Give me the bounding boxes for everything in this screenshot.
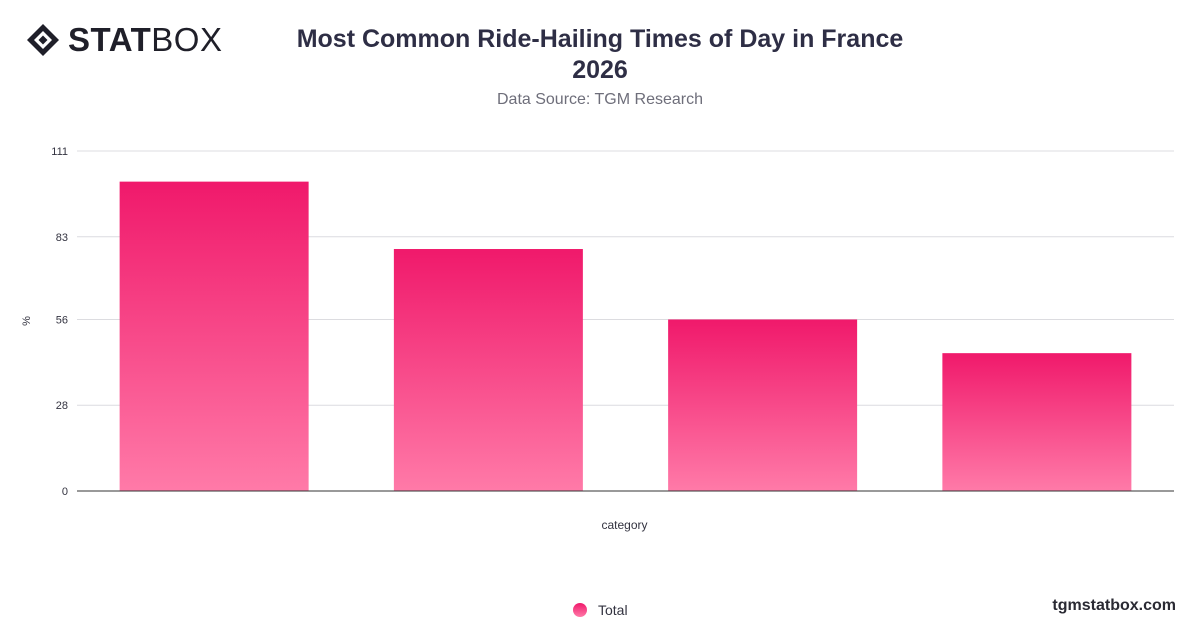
diamond-logo-icon [27,24,59,56]
y-tick-label: 0 [62,486,68,498]
x-axis-title: category [601,518,647,532]
bars [119,181,1132,492]
chart-title-line1: Most Common Ride-Hailing Times of Day in… [296,25,904,53]
website-watermark: tgmstatbox.com [1052,597,1176,614]
bar [668,319,858,491]
y-tick-label: 56 [56,314,68,326]
legend-swatch-total [573,603,587,617]
logo-text-bold: STAT [68,21,152,58]
y-tick-label: 111 [51,146,68,158]
legend-label-total: Total [598,602,628,618]
y-axis-title: % [21,316,33,326]
chart-title-line2: 2026 [572,56,628,84]
chart-title: Most Common Ride-Hailing Times of Day in… [240,24,960,86]
bar [942,353,1132,491]
logo-wordmark: STATBOX [68,22,222,58]
axes: 0 28 56 83 111 category% [21,146,1174,532]
bar [119,181,309,492]
bar [393,249,583,491]
logo-text-light: BOX [151,21,223,58]
legend[interactable]: Total [573,602,628,618]
statbox-logo[interactable]: STATBOX [26,22,222,58]
chart-subtitle: Data Source: TGM Research [496,91,703,108]
y-tick-label: 83 [56,232,68,244]
y-tick-label: 28 [56,400,68,412]
